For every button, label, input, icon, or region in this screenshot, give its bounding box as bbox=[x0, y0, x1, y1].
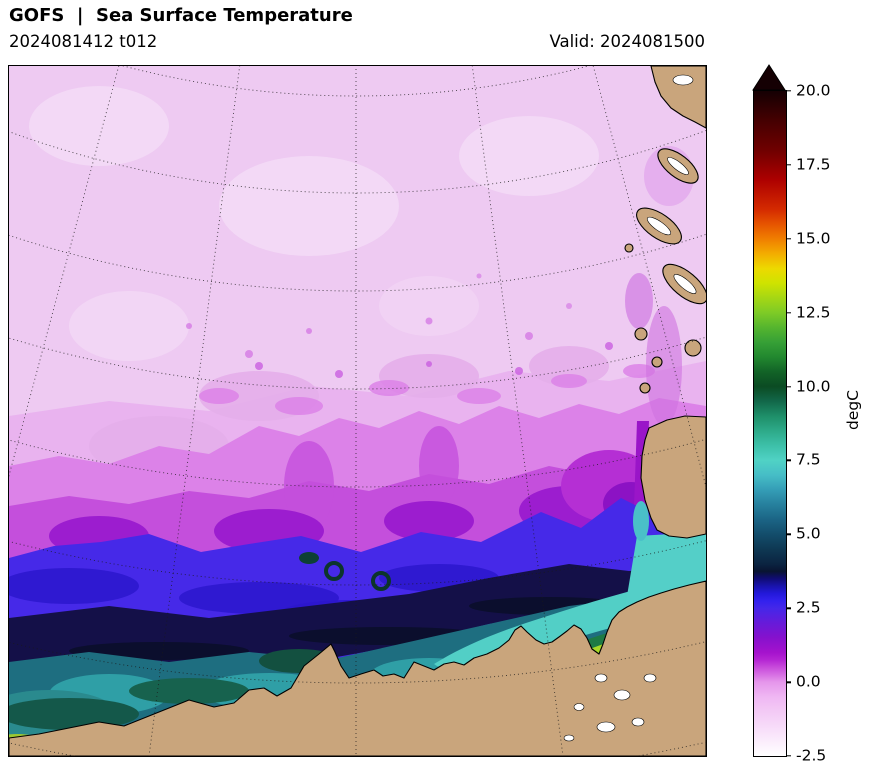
colorbar-tick-label: 17.5 bbox=[796, 155, 831, 174]
arctic-islet bbox=[624, 243, 634, 253]
colorbar-ticks: 20.0 17.5 15.0 12.5 10.0 7.5 5.0 2.5 0.0 -2.5 bbox=[754, 81, 831, 764]
colorbar-tick-label: -2.5 bbox=[796, 746, 827, 765]
colorbar-tick-label: 7.5 bbox=[796, 450, 821, 469]
arctic-islet bbox=[651, 356, 663, 368]
plot-subtitle-row: 2024081412 t012 Valid: 2024081500 bbox=[9, 32, 705, 51]
colorbar-tick-label: 0.0 bbox=[796, 672, 821, 691]
colorbar-unit-label: degC bbox=[844, 389, 862, 431]
map-area bbox=[8, 65, 707, 757]
colorbar-tick-mark bbox=[786, 164, 791, 166]
colorbar-tick-label: 20.0 bbox=[796, 81, 831, 100]
colorbar-tick-mark bbox=[786, 90, 791, 92]
colorbar-tick-mark bbox=[786, 311, 791, 314]
colorbar-tick-mark bbox=[786, 533, 791, 536]
colorbar-tick-label: 10.0 bbox=[796, 376, 831, 395]
arctic-islet bbox=[684, 339, 702, 357]
colorbar-tick-label: 2.5 bbox=[796, 598, 821, 617]
arctic-islet bbox=[639, 382, 651, 394]
valid-time-text: Valid: 2024081500 bbox=[549, 32, 705, 51]
plot-title: GOFS | Sea Surface Temperature bbox=[9, 5, 353, 26]
mainland-coast bbox=[9, 580, 706, 756]
colorbar-gradient bbox=[754, 91, 786, 756]
colorbar-tick-mark bbox=[786, 755, 791, 757]
banks-island bbox=[640, 415, 706, 539]
sst-map-canvas bbox=[9, 66, 706, 756]
arctic-islet bbox=[634, 327, 648, 341]
colorbar-tick-mark bbox=[786, 607, 791, 609]
colorbar-tick-mark bbox=[786, 238, 791, 240]
model-cycle-text: 2024081412 t012 bbox=[9, 32, 158, 51]
colorbar-tick-mark bbox=[786, 681, 791, 683]
colorbar-tick-label: 15.0 bbox=[796, 229, 831, 248]
colorbar-unit-label-wrap: degC bbox=[842, 65, 864, 755]
colorbar-tick-label: 5.0 bbox=[796, 524, 821, 543]
colorbar: 20.0 17.5 15.0 12.5 10.0 7.5 5.0 2.5 0.0 -2.5 bbox=[753, 81, 831, 764]
colorbar-tick-mark bbox=[786, 385, 791, 388]
colorbar-tick-mark bbox=[786, 459, 791, 462]
icecap-lake-layer bbox=[563, 74, 697, 742]
colorbar-extend-arrow bbox=[752, 64, 786, 91]
colorbar-tick-label: 12.5 bbox=[796, 302, 831, 321]
